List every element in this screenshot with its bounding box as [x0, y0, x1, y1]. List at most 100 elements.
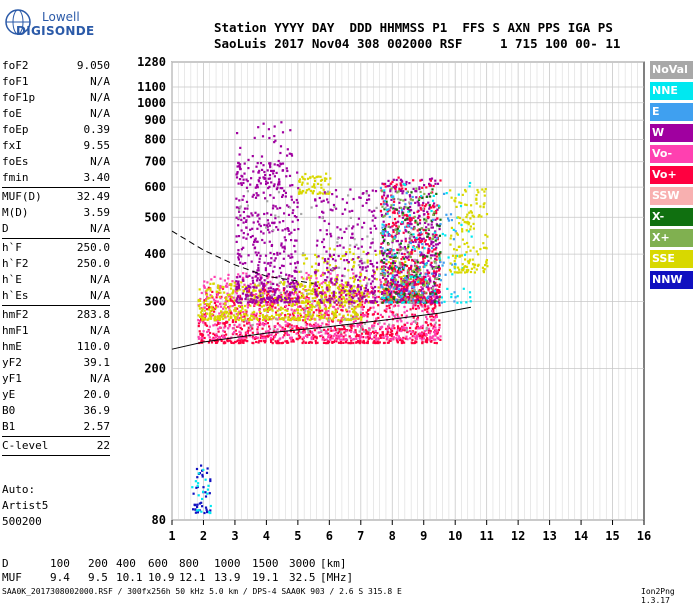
echo-point — [264, 337, 268, 340]
echo-point — [368, 335, 371, 338]
echo-point — [334, 311, 337, 314]
echo-point — [217, 337, 220, 340]
echo-point — [394, 207, 397, 211]
echo-point — [240, 297, 243, 300]
echo-point — [327, 320, 330, 323]
echo-point — [311, 175, 314, 178]
echo-point — [329, 327, 332, 330]
echo-point — [300, 309, 303, 312]
echo-point — [476, 188, 479, 192]
echo-point — [372, 265, 375, 268]
echo-point — [384, 227, 387, 230]
echo-point — [258, 314, 261, 317]
echo-point — [398, 300, 401, 303]
echo-point — [423, 218, 426, 221]
echo-point — [390, 204, 393, 207]
echo-point — [366, 265, 369, 268]
echo-point — [237, 301, 240, 304]
echo-point — [432, 280, 436, 283]
legend-item-vo: Vo+ — [650, 166, 693, 184]
echo-point — [389, 334, 392, 337]
echo-point — [310, 283, 313, 286]
echo-point — [400, 222, 403, 225]
echo-point — [278, 275, 281, 278]
echo-point — [218, 318, 221, 321]
echo-point — [295, 216, 298, 219]
echo-point — [460, 271, 463, 274]
echo-point — [224, 325, 227, 328]
echo-point — [407, 278, 410, 281]
echo-point — [291, 285, 294, 288]
echo-point — [295, 301, 298, 304]
echo-point — [411, 269, 414, 272]
echo-point — [463, 253, 467, 256]
echo-point — [393, 185, 396, 188]
echo-point — [385, 292, 388, 295]
echo-point — [217, 317, 220, 320]
echo-point — [409, 268, 412, 271]
echo-point — [486, 265, 489, 268]
echo-point — [419, 251, 422, 254]
echo-point — [406, 222, 409, 225]
echo-point — [402, 326, 406, 329]
echo-point — [321, 210, 324, 213]
echo-point — [396, 269, 399, 272]
echo-point — [342, 297, 345, 300]
echo-point — [246, 204, 249, 207]
echo-point — [307, 311, 310, 314]
echo-point — [423, 256, 426, 259]
echo-point — [325, 177, 328, 180]
echo-point — [342, 246, 345, 249]
echo-point — [318, 284, 321, 287]
echo-point — [299, 318, 302, 322]
echo-point — [283, 301, 286, 304]
echo-point — [248, 285, 251, 289]
echo-point — [321, 216, 324, 220]
echo-point — [400, 287, 403, 290]
echo-point — [396, 325, 400, 328]
echo-point — [227, 327, 230, 330]
echo-point — [412, 279, 415, 282]
echo-point — [262, 232, 265, 235]
echo-point — [239, 326, 242, 329]
echo-point — [300, 301, 303, 304]
echo-point — [238, 301, 241, 304]
echo-point — [305, 189, 308, 192]
echo-point — [265, 283, 268, 286]
echo-point — [284, 304, 288, 308]
echo-point — [413, 314, 416, 317]
echo-point — [219, 284, 222, 288]
echo-point — [397, 197, 400, 201]
echo-point — [393, 223, 396, 226]
echo-point — [318, 315, 321, 319]
y-tick-label: 600 — [144, 180, 166, 194]
echo-point — [364, 329, 367, 332]
echo-point — [208, 306, 211, 309]
echo-point — [280, 329, 284, 332]
echo-point — [391, 264, 394, 268]
echo-point — [245, 178, 248, 181]
echo-point — [242, 236, 245, 239]
echo-point — [266, 200, 269, 203]
param-row: h`Es N/A — [2, 288, 110, 304]
echo-point — [276, 253, 279, 256]
echo-point — [482, 242, 485, 245]
echo-point — [427, 233, 430, 236]
echo-point — [361, 325, 364, 328]
echo-point — [353, 238, 356, 241]
echo-point — [413, 332, 416, 335]
echo-point — [242, 195, 245, 198]
echo-point — [328, 297, 331, 300]
echo-point — [323, 219, 326, 223]
echo-point — [385, 262, 388, 266]
echo-point — [329, 334, 332, 337]
echo-point — [201, 316, 204, 319]
echo-point — [426, 308, 429, 311]
param-value: 110.0 — [76, 340, 110, 353]
echo-point — [278, 298, 281, 301]
echo-point — [326, 299, 329, 302]
echo-point — [417, 238, 420, 241]
echo-point — [283, 281, 286, 284]
echo-point — [212, 332, 215, 335]
echo-point — [266, 322, 269, 325]
